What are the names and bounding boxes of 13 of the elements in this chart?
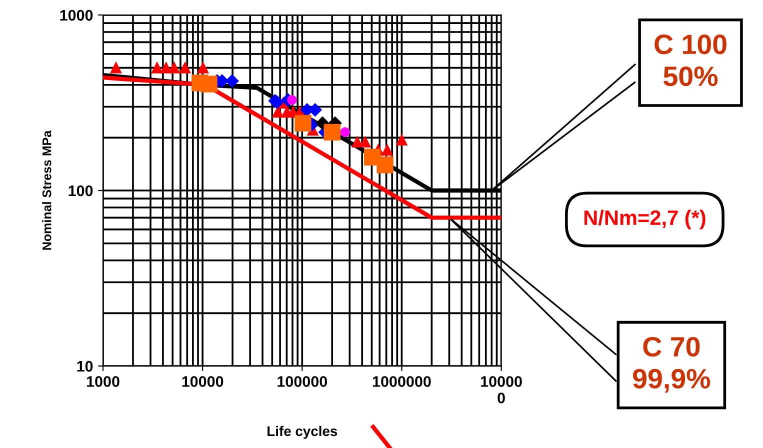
x-tick-label: 1000 — [86, 376, 120, 387]
annotation: C 70 99,9% — [633, 336, 710, 393]
y-axis-title: Nominal Stress MPa — [42, 130, 52, 250]
x-tick-label: 10000 — [182, 376, 224, 387]
annotation: C 100 50% — [654, 34, 726, 86]
x-tick-label: 1000000 — [372, 376, 431, 387]
x-axis-title: Life cycles — [268, 426, 338, 439]
x-tick-label: 100000 — [278, 376, 328, 387]
x-tick-label: 10000 0 — [481, 376, 522, 404]
y-tick-label: 100 — [68, 185, 93, 196]
y-tick-label: 10 — [77, 360, 93, 372]
text: N/Nm=2,7 (*) — [584, 210, 706, 230]
y-tick-label: 1000 — [60, 10, 93, 21]
